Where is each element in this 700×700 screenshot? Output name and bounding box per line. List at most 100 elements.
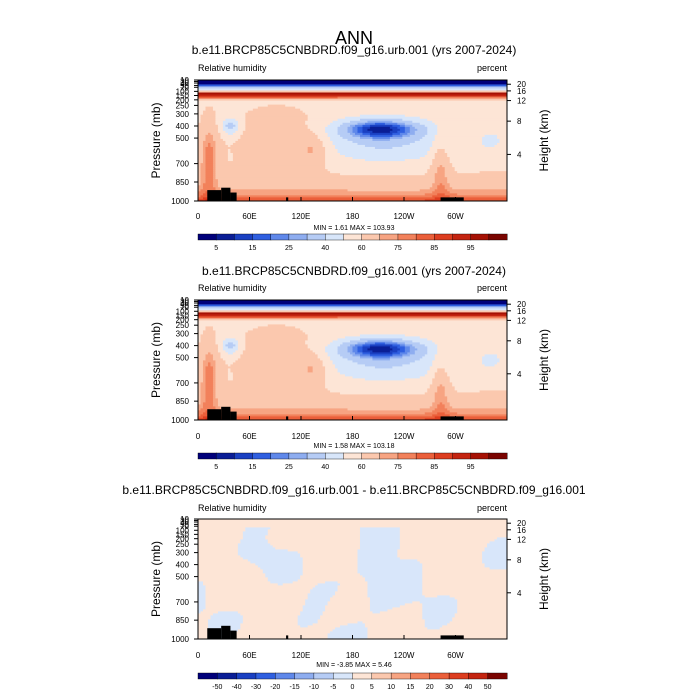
contour-cell [202,156,206,160]
y2-axis-label: Height (km) [537,329,551,391]
contour-cell [452,619,508,622]
x-tick-label: 180 [346,432,360,441]
contour-cell [212,108,254,111]
contour-cell [227,342,234,345]
contour-cell [434,180,448,184]
contour-cell [357,571,423,574]
contour-cell [215,148,229,151]
contour-cell [198,571,264,574]
contour-cell [198,108,206,111]
colorbar-label: 40 [321,245,329,252]
contour-cell [250,561,304,564]
contour-cell [198,326,206,329]
contour-cell [200,170,206,174]
contour-cell [367,348,393,351]
contour-cell [200,334,216,337]
contour-cell [202,158,206,162]
contour-cell [482,561,508,564]
contour-cell [200,400,206,403]
contour-cell [414,346,428,349]
contour-cell [325,146,336,149]
contour-cell [198,575,266,578]
contour-cell [307,124,328,127]
contour-cell [315,132,328,135]
contour-cell [212,354,221,357]
contour-cell [225,360,236,363]
contour-cell [397,346,406,349]
contour-cell [275,547,361,550]
contour-cell [330,358,348,361]
colorbar-box [313,672,334,680]
contour-cell [414,350,428,353]
contour-cell [389,346,398,349]
contour-cell [215,388,328,391]
contour-cell [457,170,480,174]
contour-cell [198,100,508,103]
contour-cell [342,122,358,125]
contour-cell [342,342,358,345]
contour-cell [212,398,219,401]
contour-cell [454,613,508,616]
contour-cell [198,529,246,532]
contour-cell [302,557,358,560]
contour-cell [215,142,226,145]
contour-cell [397,549,485,552]
topography [221,187,231,201]
contour-cell [397,122,406,125]
contour-cell [399,531,508,534]
contour-cell [217,178,436,182]
contour-cell [307,146,314,149]
contour-cell [227,158,234,162]
contour-cell [315,352,328,355]
colorbar-box [275,672,296,680]
topography [207,409,222,420]
contour-cell [205,162,214,166]
contour-cell [245,348,311,351]
contour-cell [439,384,443,387]
contour-cell [205,178,214,182]
colorbar: 5 15 25 40 60 75 85 95 [197,233,508,252]
contour-cell [399,547,485,550]
contour-cell [437,132,508,135]
colorbar-label: -40 [232,684,242,691]
contour-cell [198,589,206,592]
contour-cell [352,360,416,363]
contour-cell [198,120,201,123]
contour-cell [404,334,508,337]
contour-cell [212,378,216,381]
contour-cell [452,164,508,168]
colorbar-box [390,672,411,680]
contour-cell [212,404,219,407]
contour-cell [362,132,371,135]
contour-cell [235,338,246,341]
y-tick-label: 10 [180,76,189,85]
contour-cell [232,122,239,125]
contour-cell [429,368,438,371]
contour-cell [364,625,426,628]
contour-fill [198,80,508,202]
contour-cell [434,356,483,359]
contour-cell [235,360,323,363]
contour-cell [432,144,485,147]
contour-cell [212,388,216,391]
contour-cell [422,575,508,578]
contour-cell [457,192,508,196]
contour-cell [427,350,438,353]
contour-cell [302,573,361,576]
contour-cell [198,304,508,307]
contour-cell [330,342,343,345]
contour-cell [449,182,508,186]
contour-cell [198,414,201,417]
contour-cell [240,539,269,542]
contour-cell [454,168,508,172]
contour-cell [245,527,271,530]
contour-cell [205,593,309,596]
contour-cell [217,350,226,353]
contour-cell [312,370,326,373]
contour-cell [337,148,431,151]
contour-cell [198,112,204,115]
contour-cell [242,617,299,620]
contour-cell [497,537,508,540]
contour-cell [222,138,239,141]
contour-cell [215,112,246,115]
